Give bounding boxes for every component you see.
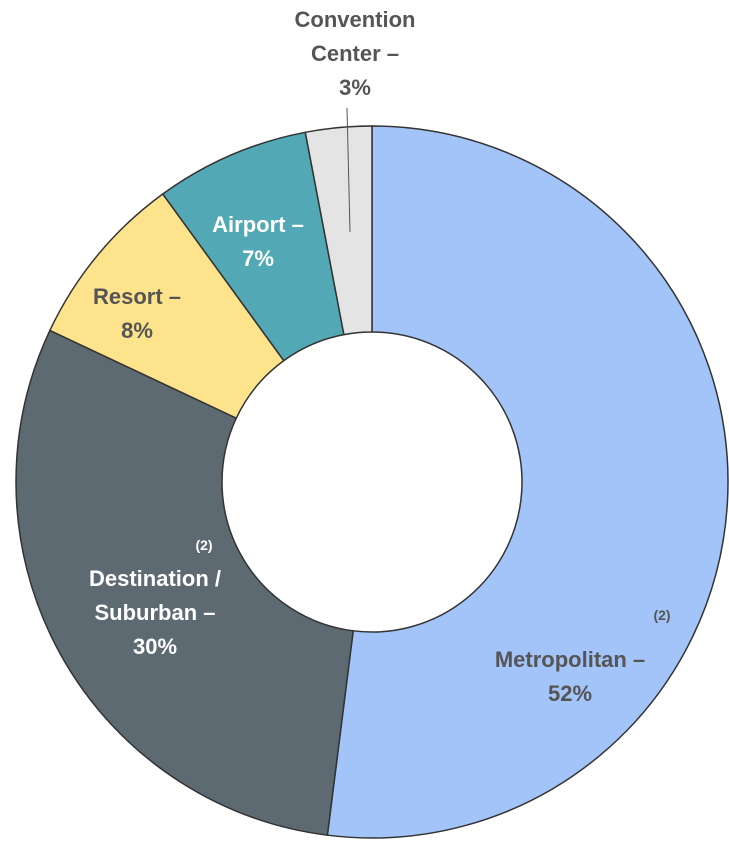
value-label: 30% <box>132 634 178 659</box>
donut-segment <box>326 125 729 839</box>
footnote-mark: (2) <box>195 537 213 553</box>
donut-segment <box>15 329 355 837</box>
category-label: Destination / Suburban – <box>88 566 221 625</box>
value-label: 52% <box>547 681 593 706</box>
value-label: 8% <box>121 318 153 343</box>
value-label: 7% <box>242 246 274 271</box>
category-label: Convention Center – <box>294 7 416 66</box>
footnote-mark: (2) <box>653 607 671 623</box>
donut-segment <box>304 125 373 336</box>
category-label: Metropolitan – <box>494 647 646 672</box>
category-label: Resort – <box>92 284 182 309</box>
leader-line <box>346 107 351 233</box>
category-label: Airport – <box>212 212 304 237</box>
value-label: 3% <box>339 75 371 100</box>
